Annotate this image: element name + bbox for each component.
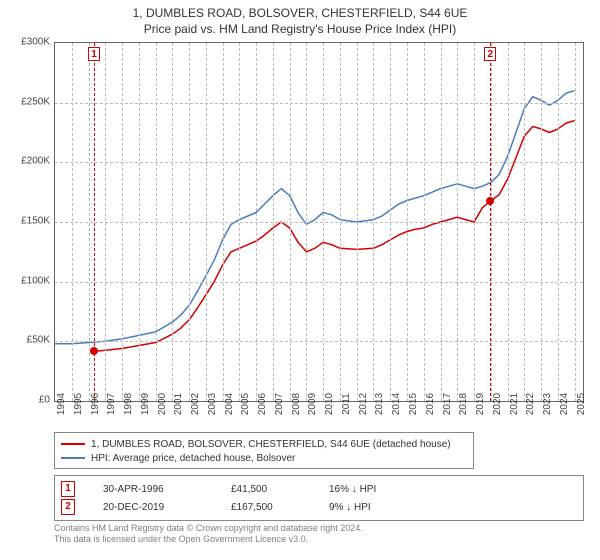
legend-row-property: 1, DUMBLES ROAD, BOLSOVER, CHESTERFIELD,… [61, 437, 467, 451]
series-property [94, 121, 574, 352]
sale-badge-1: 1 [61, 481, 75, 497]
license-line1: Contains HM Land Registry data © Crown c… [54, 523, 590, 534]
sale-row-1: 1 30-APR-1996 £41,500 16% ↓ HPI [61, 480, 577, 498]
y-tick-label: £150K [21, 216, 50, 227]
x-tick-label: 2007 [272, 393, 285, 415]
x-tick-label: 2003 [205, 393, 218, 415]
x-tick-label: 2013 [372, 393, 385, 415]
legend: 1, DUMBLES ROAD, BOLSOVER, CHESTERFIELD,… [54, 432, 474, 469]
x-tick-label: 1998 [121, 393, 134, 415]
x-tick-label: 2012 [356, 393, 369, 415]
sales-table: 1 30-APR-1996 £41,500 16% ↓ HPI 2 20-DEC… [54, 475, 584, 521]
legend-label-property: 1, DUMBLES ROAD, BOLSOVER, CHESTERFIELD,… [91, 439, 451, 450]
x-tick-label: 2010 [322, 393, 335, 415]
x-tick-label: 1996 [88, 393, 101, 415]
x-tick-label: 1994 [54, 393, 67, 415]
license-line2: This data is licensed under the Open Gov… [54, 534, 590, 545]
x-tick-label: 2017 [440, 393, 453, 415]
x-tick-label: 2025 [574, 393, 587, 415]
y-tick-label: £300K [21, 37, 50, 48]
x-tick-label: 2018 [456, 393, 469, 415]
y-tick-label: £50K [27, 335, 50, 346]
x-tick-label: 2008 [289, 393, 302, 415]
chart: 12 £0£50K£100K£150K£200K£250K£300K199419… [10, 42, 590, 428]
y-tick-label: £200K [21, 156, 50, 167]
x-tick-label: 2006 [255, 393, 268, 415]
legend-row-hpi: HPI: Average price, detached house, Bols… [61, 451, 467, 465]
title-subtitle: Price paid vs. HM Land Registry's House … [10, 22, 590, 36]
x-tick-label: 1995 [71, 393, 84, 415]
x-tick-label: 2004 [222, 393, 235, 415]
legend-label-hpi: HPI: Average price, detached house, Bols… [91, 453, 295, 464]
x-tick-label: 2016 [423, 393, 436, 415]
sale-badge-2: 2 [61, 499, 75, 515]
sale-marker-badge: 1 [88, 47, 100, 61]
x-tick-label: 1999 [138, 393, 151, 415]
x-tick-label: 2015 [406, 393, 419, 415]
x-tick-label: 2020 [490, 393, 503, 415]
x-tick-label: 2009 [305, 393, 318, 415]
x-tick-label: 2002 [188, 393, 201, 415]
sale-marker-dot [486, 197, 494, 205]
x-tick-label: 2019 [473, 393, 486, 415]
sale-price-1: £41,500 [231, 484, 301, 495]
x-tick-label: 2023 [540, 393, 553, 415]
x-tick-label: 2005 [238, 393, 251, 415]
sale-diff-1: 16% ↓ HPI [329, 484, 409, 495]
license-text: Contains HM Land Registry data © Crown c… [54, 523, 590, 546]
x-tick-label: 2011 [339, 393, 352, 415]
sale-row-2: 2 20-DEC-2019 £167,500 9% ↓ HPI [61, 498, 577, 516]
legend-swatch-property [61, 443, 85, 445]
title-address: 1, DUMBLES ROAD, BOLSOVER, CHESTERFIELD,… [10, 6, 590, 20]
x-tick-label: 2021 [507, 393, 520, 415]
sale-marker-badge: 2 [484, 47, 496, 61]
sale-date-2: 20-DEC-2019 [103, 502, 203, 513]
x-tick-label: 2000 [155, 393, 168, 415]
sale-diff-2: 9% ↓ HPI [329, 502, 409, 513]
x-tick-label: 2024 [557, 393, 570, 415]
sale-price-2: £167,500 [231, 502, 301, 513]
x-tick-label: 2001 [171, 393, 184, 415]
y-tick-label: £0 [39, 395, 50, 406]
sale-marker-dot [90, 347, 98, 355]
legend-swatch-hpi [61, 457, 85, 459]
sale-date-1: 30-APR-1996 [103, 484, 203, 495]
x-tick-label: 1997 [104, 393, 117, 415]
y-tick-label: £100K [21, 275, 50, 286]
x-tick-label: 2014 [389, 393, 402, 415]
x-tick-label: 2022 [523, 393, 536, 415]
y-tick-label: £250K [21, 96, 50, 107]
plot-area: 12 [54, 42, 584, 402]
series-hpi [55, 91, 575, 344]
